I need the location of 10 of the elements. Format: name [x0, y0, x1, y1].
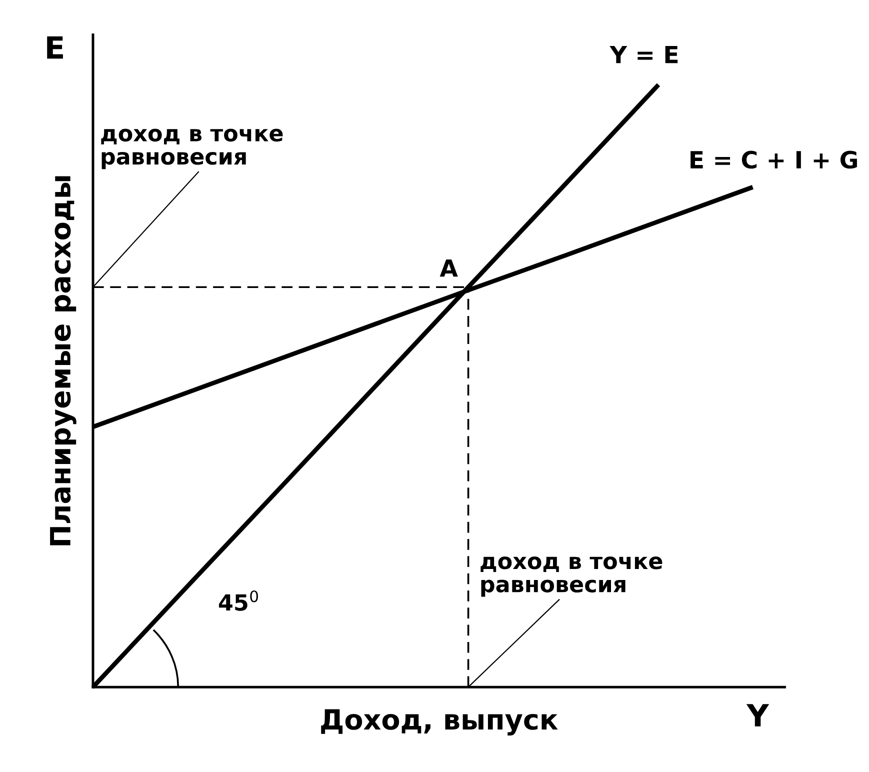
annotation: A: [440, 259, 458, 277]
y-axis-title: Планируемые расходы: [50, 176, 76, 546]
text: Y: [746, 704, 770, 726]
text: E: [47, 36, 63, 59]
series-label: E = C + I + G: [690, 150, 857, 169]
annotation: 45$^{0}$: [218, 590, 258, 611]
annotation: доход в точке равновесия: [101, 128, 283, 170]
x-axis-title: Доход, выпуск: [321, 709, 558, 736]
series-label: Y = E: [610, 46, 678, 64]
annotation: доход в точке равновесия: [480, 556, 662, 597]
